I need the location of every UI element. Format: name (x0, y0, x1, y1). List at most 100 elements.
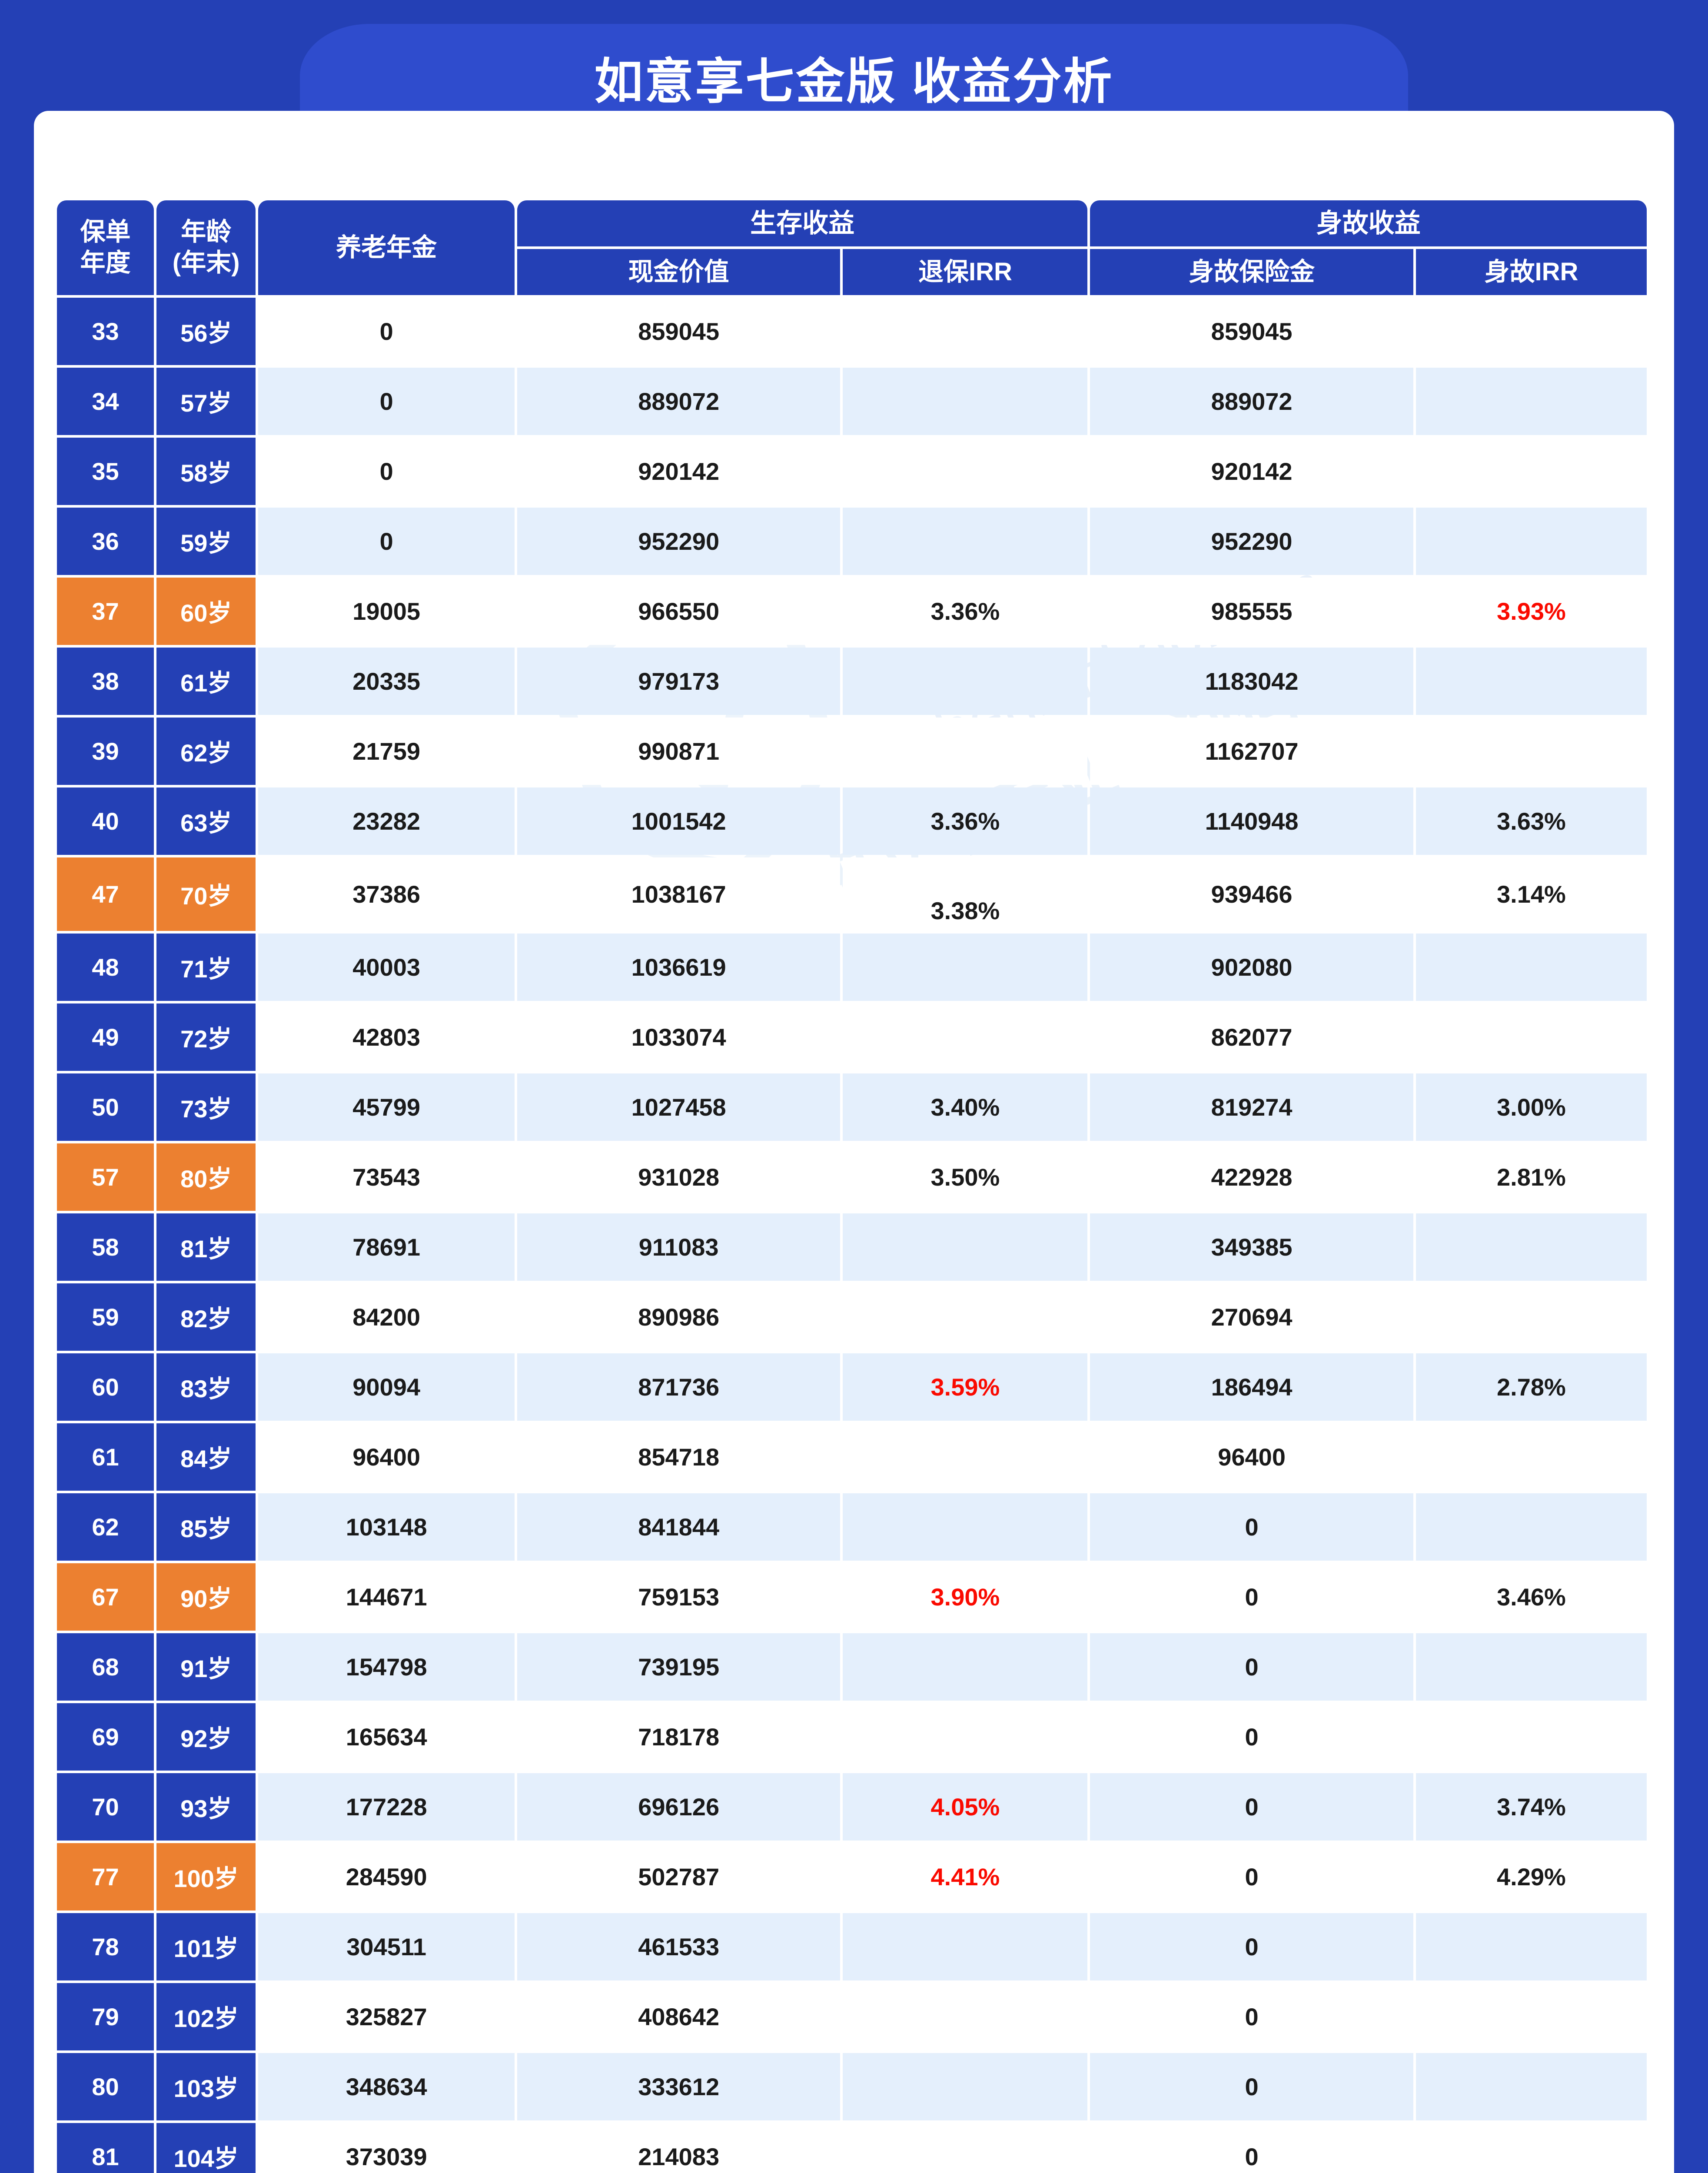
cell-policy-year: 34 (57, 368, 154, 435)
cell-age: 103岁 (156, 2053, 256, 2120)
cell-age: 72岁 (156, 1003, 256, 1071)
cell-policy-year: 59 (57, 1283, 154, 1351)
cell-cash-value: 871736 (517, 1353, 841, 1421)
cell-age: 90岁 (156, 1563, 256, 1631)
table-row: 34 57岁 0 889072 889072 (57, 368, 1647, 435)
col-group-death-benefit: 身故收益 (1090, 200, 1647, 246)
cell-age: 82岁 (156, 1283, 256, 1351)
cell-policy-year: 49 (57, 1003, 154, 1071)
cell-surrender-irr (843, 1493, 1088, 1561)
cell-cash-value: 502787 (517, 1843, 841, 1911)
cell-cash-value: 696126 (517, 1773, 841, 1841)
cell-death-benefit: 349385 (1090, 1213, 1413, 1281)
cell-cash-value: 966550 (517, 578, 841, 645)
cell-death-benefit: 0 (1090, 1563, 1413, 1631)
table-row: 36 59岁 0 952290 952290 (57, 508, 1647, 575)
table-row: 78 101岁 304511 461533 0 (57, 1913, 1647, 1980)
cell-policy-year: 33 (57, 298, 154, 365)
cell-cash-value: 333612 (517, 2053, 841, 2120)
cell-death-benefit: 0 (1090, 1703, 1413, 1771)
table-row: 38 61岁 20335 979173 1183042 (57, 648, 1647, 715)
cell-death-irr (1416, 298, 1647, 365)
cell-pension: 84200 (258, 1283, 515, 1351)
cell-pension: 90094 (258, 1353, 515, 1421)
cell-surrender-irr: 3.38% (843, 857, 1088, 931)
cell-policy-year: 79 (57, 1983, 154, 2050)
cell-cash-value: 759153 (517, 1563, 841, 1631)
cell-cash-value: 408642 (517, 1983, 841, 2050)
cell-pension: 19005 (258, 578, 515, 645)
cell-surrender-irr (843, 1283, 1088, 1351)
table-row: 48 71岁 40003 1036619 902080 (57, 934, 1647, 1001)
cell-cash-value: 739195 (517, 1633, 841, 1701)
cell-death-benefit: 1183042 (1090, 648, 1413, 715)
cell-death-irr: 2.81% (1416, 1143, 1647, 1211)
cell-age: 56岁 (156, 298, 256, 365)
cell-death-benefit: 939466 (1090, 857, 1413, 931)
table-row: 61 84岁 96400 854718 96400 (57, 1423, 1647, 1491)
table-row: 62 85岁 103148 841844 0 (57, 1493, 1647, 1561)
cell-surrender-irr (843, 1983, 1088, 2050)
cell-death-benefit: 1140948 (1090, 787, 1413, 855)
cell-cash-value: 1036619 (517, 934, 841, 1001)
cell-death-benefit: 0 (1090, 1913, 1413, 1980)
cell-surrender-irr (843, 438, 1088, 505)
cell-policy-year: 61 (57, 1423, 154, 1491)
cell-policy-year: 78 (57, 1913, 154, 1980)
cell-death-benefit: 96400 (1090, 1423, 1413, 1491)
table-body: 33 56岁 0 859045 859045 34 57岁 0 889072 889072 35 58… (57, 298, 1647, 2173)
cell-policy-year: 35 (57, 438, 154, 505)
cell-pension: 0 (258, 438, 515, 505)
cell-death-irr (1416, 1493, 1647, 1561)
table-row: 81 104岁 373039 214083 0 (57, 2123, 1647, 2173)
cell-death-irr: 4.29% (1416, 1843, 1647, 1911)
cell-policy-year: 67 (57, 1563, 154, 1631)
table-row: 47 70岁 37386 1038167 3.38% 939466 3.14% (57, 857, 1647, 931)
cell-pension: 373039 (258, 2123, 515, 2173)
cell-age: 102岁 (156, 1983, 256, 2050)
table-row: 79 102岁 325827 408642 0 (57, 1983, 1647, 2050)
cell-death-irr: 2.78% (1416, 1353, 1647, 1421)
cell-pension: 165634 (258, 1703, 515, 1771)
table-row: 58 81岁 78691 911083 349385 (57, 1213, 1647, 1281)
cell-pension: 37386 (258, 857, 515, 931)
table-row: 60 83岁 90094 871736 3.59% 186494 2.78% (57, 1353, 1647, 1421)
cell-policy-year: 77 (57, 1843, 154, 1911)
cell-policy-year: 40 (57, 787, 154, 855)
cell-pension: 40003 (258, 934, 515, 1001)
table-row: 49 72岁 42803 1033074 862077 (57, 1003, 1647, 1071)
cell-cash-value: 859045 (517, 298, 841, 365)
cell-death-benefit: 422928 (1090, 1143, 1413, 1211)
cell-age: 104岁 (156, 2123, 256, 2173)
cell-policy-year: 69 (57, 1703, 154, 1771)
cell-pension: 96400 (258, 1423, 515, 1491)
cell-pension: 177228 (258, 1773, 515, 1841)
cell-surrender-irr (843, 934, 1088, 1001)
cell-age: 71岁 (156, 934, 256, 1001)
cell-surrender-irr: 3.90% (843, 1563, 1088, 1631)
cell-cash-value: 1001542 (517, 787, 841, 855)
cell-age: 57岁 (156, 368, 256, 435)
cell-age: 93岁 (156, 1773, 256, 1841)
col-header-pension: 养老年金 (258, 200, 515, 295)
cell-cash-value: 911083 (517, 1213, 841, 1281)
table-row: 69 92岁 165634 718178 0 (57, 1703, 1647, 1771)
cell-pension: 348634 (258, 2053, 515, 2120)
table-row: 70 93岁 177228 696126 4.05% 0 3.74% (57, 1773, 1647, 1841)
table-row: 50 73岁 45799 1027458 3.40% 819274 3.00% (57, 1073, 1647, 1141)
cell-death-irr (1416, 438, 1647, 505)
cell-surrender-irr (843, 1003, 1088, 1071)
cell-death-benefit: 920142 (1090, 438, 1413, 505)
cell-policy-year: 36 (57, 508, 154, 575)
cell-policy-year: 50 (57, 1073, 154, 1141)
cell-cash-value: 854718 (517, 1423, 841, 1491)
cell-death-irr (1416, 1633, 1647, 1701)
cell-policy-year: 57 (57, 1143, 154, 1211)
cell-death-irr (1416, 648, 1647, 715)
cell-cash-value: 1027458 (517, 1073, 841, 1141)
cell-cash-value: 952290 (517, 508, 841, 575)
cell-death-benefit: 0 (1090, 1493, 1413, 1561)
cell-surrender-irr: 3.59% (843, 1353, 1088, 1421)
cell-death-irr (1416, 2123, 1647, 2173)
